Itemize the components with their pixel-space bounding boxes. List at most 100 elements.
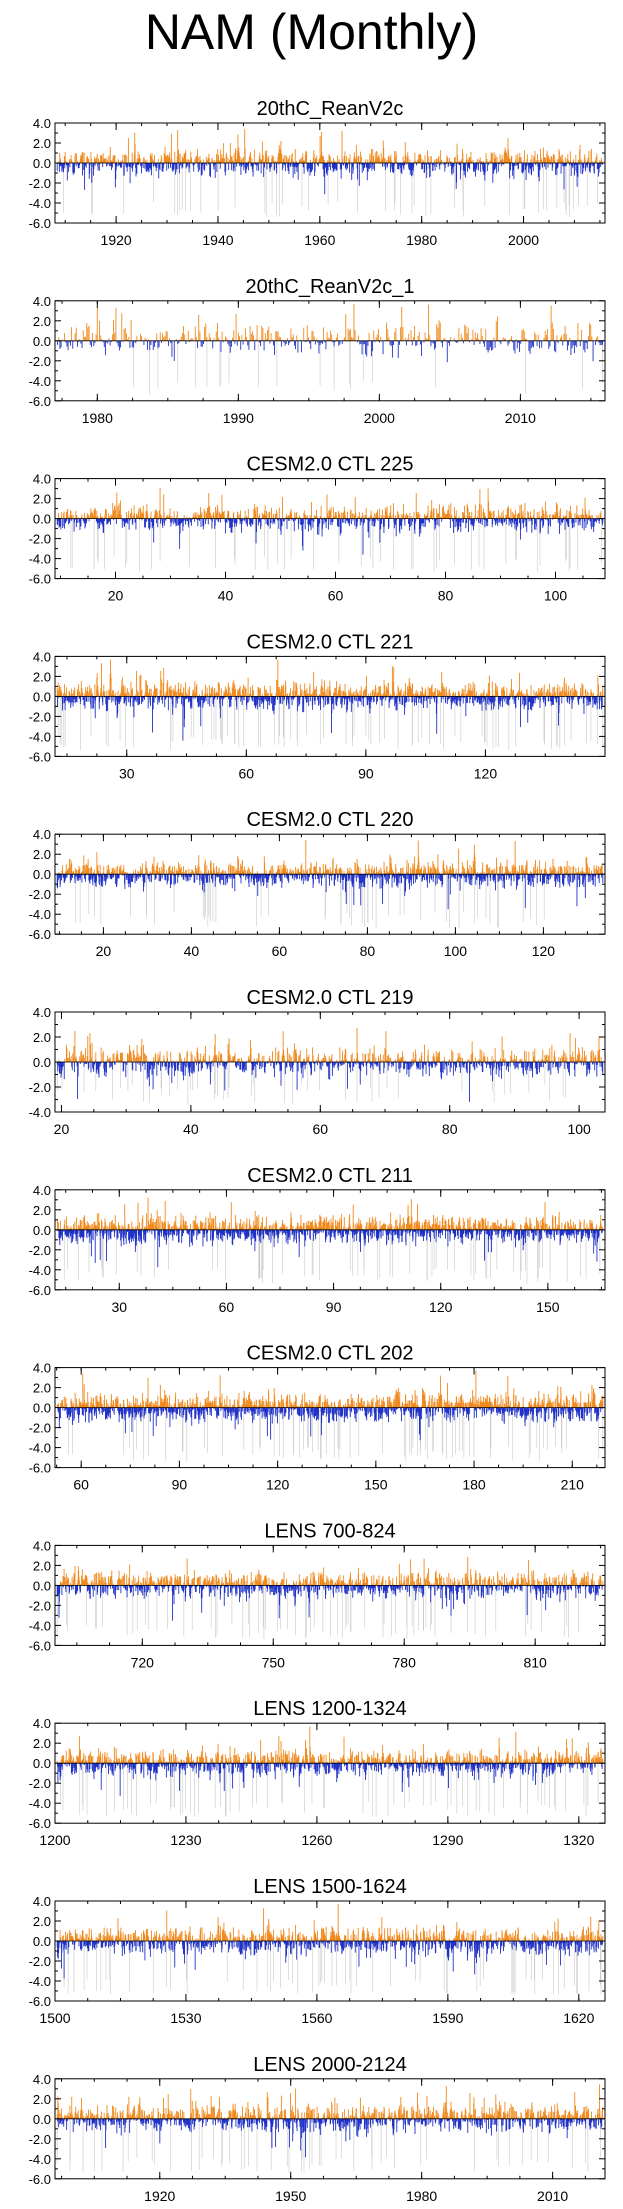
x-tick-label: 150 bbox=[536, 1299, 560, 1315]
x-tick-label: 2000 bbox=[508, 232, 539, 248]
series-negative-bars bbox=[57, 1763, 603, 1796]
x-tick-label: 1920 bbox=[144, 2188, 175, 2204]
x-tick-label: 1560 bbox=[301, 2010, 332, 2026]
y-tick-label: -6.0 bbox=[29, 749, 51, 764]
series-negative-bars bbox=[56, 1585, 603, 1621]
y-tick-label: -2.0 bbox=[29, 176, 51, 191]
series-negative-bars bbox=[56, 518, 604, 555]
plot-frame bbox=[54, 478, 606, 580]
series-trace-faint bbox=[75, 874, 545, 929]
series-trace-faint bbox=[63, 163, 598, 217]
x-tick-label: 1940 bbox=[202, 232, 233, 248]
x-tick-label: 30 bbox=[111, 1299, 127, 1315]
x-tick-label: 100 bbox=[544, 588, 568, 604]
y-tick-label: 0.0 bbox=[33, 1756, 51, 1771]
series-trace-faint bbox=[56, 1585, 579, 1639]
y-tick-label: -2.0 bbox=[29, 1954, 51, 1969]
x-tick-label: 810 bbox=[523, 1654, 547, 1670]
panel-title: LENS 2000-2124 bbox=[253, 2054, 406, 2076]
x-tick-label: 90 bbox=[326, 1299, 342, 1315]
x-tick-label: 20 bbox=[96, 943, 112, 959]
y-tick-label: 0.0 bbox=[33, 1578, 51, 1593]
x-tick-label: 20 bbox=[108, 588, 124, 604]
x-tick-label: 60 bbox=[239, 765, 255, 781]
y-tick-label: -4.0 bbox=[29, 2152, 51, 2167]
x-tick-label: 750 bbox=[262, 1654, 286, 1670]
y-tick-label: -6.0 bbox=[29, 1283, 51, 1298]
x-tick-label: 180 bbox=[462, 1477, 486, 1493]
x-tick-label: 40 bbox=[183, 1121, 199, 1137]
x-tick-label: 1980 bbox=[406, 232, 437, 248]
x-tick-label: 80 bbox=[442, 1121, 458, 1137]
x-tick-label: 1980 bbox=[82, 410, 113, 426]
x-tick-label: 1920 bbox=[101, 232, 132, 248]
y-tick-label: 4.0 bbox=[33, 2072, 51, 2087]
y-tick-label: -4.0 bbox=[29, 1796, 51, 1811]
plot-frame bbox=[54, 300, 606, 402]
x-tick-label: 1200 bbox=[39, 1832, 70, 1848]
series-trace-faint bbox=[133, 340, 603, 395]
x-tick-label: 90 bbox=[358, 765, 374, 781]
y-tick-label: 0.0 bbox=[33, 689, 51, 704]
y-tick-label: -2.0 bbox=[29, 1421, 51, 1436]
y-tick-label: -2.0 bbox=[29, 2132, 51, 2147]
series-trace-faint bbox=[56, 1062, 567, 1105]
plot-frame bbox=[54, 833, 606, 935]
y-tick-label: -6.0 bbox=[29, 1994, 51, 2009]
y-tick-label: -4.0 bbox=[29, 1974, 51, 1989]
y-tick-label: 4.0 bbox=[33, 1183, 51, 1198]
panel-title: LENS 700-824 bbox=[264, 1520, 395, 1542]
y-tick-label: 2.0 bbox=[33, 847, 51, 862]
x-tick-label: 780 bbox=[393, 1654, 417, 1670]
panel-12: LENS 2000-2124 4.0 2.0 0.0 -2.0 -4.0 -6.0 1920 1… bbox=[29, 2054, 606, 2204]
x-tick-label: 720 bbox=[131, 1654, 155, 1670]
y-tick-label: -2.0 bbox=[29, 354, 51, 369]
x-tick-label: 60 bbox=[328, 588, 344, 604]
y-tick-label: -6.0 bbox=[29, 1461, 51, 1476]
y-tick-label: 2.0 bbox=[33, 1203, 51, 1218]
panel-title: LENS 1500-1624 bbox=[253, 1876, 406, 1898]
x-tick-label: 60 bbox=[272, 943, 288, 959]
y-tick-label: 0.0 bbox=[33, 1223, 51, 1238]
y-tick-label: 4.0 bbox=[33, 827, 51, 842]
y-tick-label: 2.0 bbox=[33, 492, 51, 507]
x-tick-label: 1620 bbox=[563, 2010, 594, 2026]
plot-frame bbox=[54, 655, 606, 757]
x-tick-label: 2010 bbox=[537, 2188, 568, 2204]
series-positive-bars bbox=[60, 1557, 604, 1586]
x-tick-label: 100 bbox=[444, 943, 468, 959]
y-tick-label: -2.0 bbox=[29, 1080, 51, 1095]
x-tick-label: 90 bbox=[172, 1477, 188, 1493]
series-positive-bars bbox=[58, 1028, 602, 1062]
y-tick-label: 4.0 bbox=[33, 1361, 51, 1376]
series-positive-bars bbox=[58, 129, 604, 163]
panel-3: CESM2.0 CTL 225 4.0 2.0 0.0 -2.0 -4.0 -6.0 20 40… bbox=[29, 454, 606, 604]
x-tick-label: 1500 bbox=[39, 2010, 70, 2026]
panel-7: CESM2.0 CTL 211 4.0 2.0 0.0 -2.0 -4.0 -6.0 30 60… bbox=[29, 1165, 606, 1315]
y-tick-label: 0.0 bbox=[33, 156, 51, 171]
panel-1: 20thC_ReanV2c 4.0 2.0 0.0 -2.0 -4.0 -6.0 1920 19… bbox=[29, 98, 606, 248]
x-tick-label: 1950 bbox=[275, 2188, 306, 2204]
page-title: NAM (Monthly) bbox=[144, 4, 479, 60]
x-tick-label: 120 bbox=[429, 1299, 453, 1315]
y-tick-label: 4.0 bbox=[33, 1894, 51, 1909]
y-tick-label: 2.0 bbox=[33, 669, 51, 684]
series-negative-bars bbox=[57, 2118, 603, 2158]
x-tick-label: 1260 bbox=[301, 1832, 332, 1848]
series-negative-bars bbox=[56, 874, 604, 910]
y-tick-label: 4.0 bbox=[33, 1538, 51, 1553]
x-tick-label: 150 bbox=[364, 1477, 388, 1493]
y-tick-label: 2.0 bbox=[33, 314, 51, 329]
y-tick-label: 4.0 bbox=[33, 472, 51, 487]
y-tick-label: -6.0 bbox=[29, 2172, 51, 2187]
x-tick-label: 2000 bbox=[364, 410, 395, 426]
x-tick-label: 1980 bbox=[406, 2188, 437, 2204]
x-tick-label: 210 bbox=[561, 1477, 585, 1493]
x-tick-label: 120 bbox=[474, 765, 498, 781]
x-tick-label: 1960 bbox=[304, 232, 335, 248]
series-trace-faint bbox=[56, 2118, 601, 2173]
y-tick-label: -6.0 bbox=[29, 1816, 51, 1831]
y-tick-label: 4.0 bbox=[33, 294, 51, 309]
